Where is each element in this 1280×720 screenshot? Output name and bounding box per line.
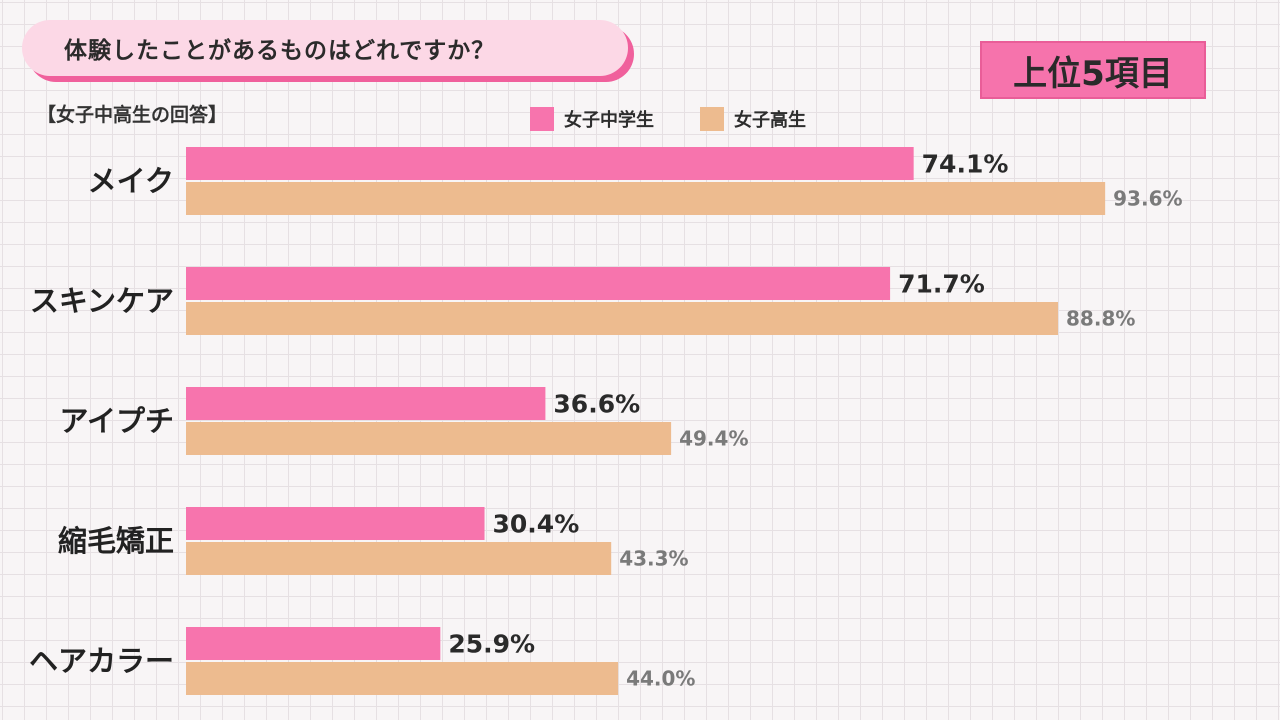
bar-junior-high xyxy=(186,627,441,660)
category-label: スキンケア xyxy=(30,284,174,318)
bar-high-school xyxy=(186,662,619,695)
category-label: アイプチ xyxy=(59,404,174,438)
top5-badge: 上位5項目 xyxy=(980,41,1206,99)
respondent-subtitle: 【女子中高生の回答】 xyxy=(37,104,228,126)
legend-label-high-school: 女子高生 xyxy=(734,110,806,131)
category-label: 縮毛矯正 xyxy=(58,524,174,558)
bar-high-school xyxy=(186,422,672,455)
category-label: メイク xyxy=(88,164,174,198)
category-label: ヘアカラー xyxy=(29,644,174,678)
value-label-high-school: 93.6% xyxy=(1113,187,1182,211)
legend-item-high-school: 女子高生 xyxy=(700,106,806,132)
bar-junior-high xyxy=(186,147,914,180)
legend-swatch-high-school xyxy=(700,107,724,131)
legend-label-junior-high: 女子中学生 xyxy=(564,110,654,131)
bar-junior-high xyxy=(186,387,546,420)
legend-swatch-junior-high xyxy=(530,107,554,131)
value-label-high-school: 43.3% xyxy=(619,547,688,571)
value-label-junior-high: 74.1% xyxy=(922,150,1009,179)
bar-high-school xyxy=(186,542,612,575)
bar-high-school xyxy=(186,302,1059,335)
legend-item-junior-high: 女子中学生 xyxy=(530,106,654,132)
value-label-junior-high: 36.6% xyxy=(553,390,640,419)
value-label-junior-high: 71.7% xyxy=(898,270,985,299)
value-label-high-school: 44.0% xyxy=(626,667,695,691)
bar-high-school xyxy=(186,182,1106,215)
value-label-high-school: 88.8% xyxy=(1066,307,1135,331)
value-label-high-school: 49.4% xyxy=(679,427,748,451)
value-label-junior-high: 25.9% xyxy=(448,630,535,659)
bar-junior-high xyxy=(186,507,485,540)
question-title: 体験したことがあるものはどれですか？ xyxy=(22,20,628,76)
value-label-junior-high: 30.4% xyxy=(493,510,580,539)
question-title-banner: 体験したことがあるものはどれですか？ xyxy=(22,20,634,82)
bar-junior-high xyxy=(186,267,891,300)
